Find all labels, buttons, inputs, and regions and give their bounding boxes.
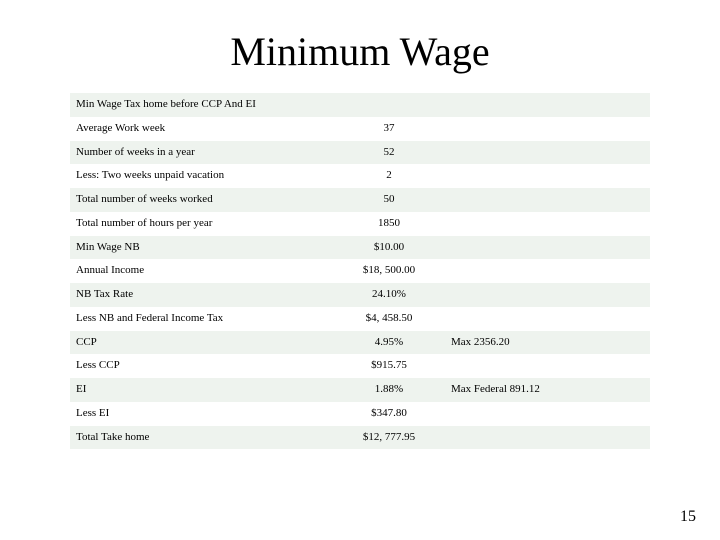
- row-value: $4, 458.50: [331, 307, 447, 331]
- table-row: Min Wage NB$10.00: [70, 236, 650, 260]
- row-blank: [563, 164, 650, 188]
- row-note: [447, 354, 563, 378]
- row-value: $10.00: [331, 236, 447, 260]
- row-value: $347.80: [331, 402, 447, 426]
- table-row: NB Tax Rate24.10%: [70, 283, 650, 307]
- row-label: Annual Income: [70, 259, 331, 283]
- row-note: [447, 307, 563, 331]
- table-row: Total Take home$12, 777.95: [70, 426, 650, 450]
- row-blank: [563, 212, 650, 236]
- row-note: [447, 164, 563, 188]
- row-note: [447, 426, 563, 450]
- row-value: $18, 500.00: [331, 259, 447, 283]
- row-note: [447, 283, 563, 307]
- row-note: [447, 212, 563, 236]
- table-row: Less: Two weeks unpaid vacation2: [70, 164, 650, 188]
- row-label: Total number of weeks worked: [70, 188, 331, 212]
- table-row: Min Wage Tax home before CCP And EI: [70, 93, 650, 117]
- wage-table: Min Wage Tax home before CCP And EIAvera…: [70, 93, 650, 449]
- table-row: EI1.88%Max Federal 891.12: [70, 378, 650, 402]
- row-value: 52: [331, 141, 447, 165]
- row-blank: [563, 236, 650, 260]
- slide-title: Minimum Wage: [60, 28, 660, 75]
- page-number: 15: [680, 508, 696, 526]
- wage-table-container: Min Wage Tax home before CCP And EIAvera…: [70, 93, 650, 449]
- table-row: Number of weeks in a year52: [70, 141, 650, 165]
- row-blank: [563, 378, 650, 402]
- row-blank: [563, 259, 650, 283]
- table-row: Average Work week37: [70, 117, 650, 141]
- row-blank: [563, 402, 650, 426]
- row-value: $12, 777.95: [331, 426, 447, 450]
- row-label: Less NB and Federal Income Tax: [70, 307, 331, 331]
- row-note: [447, 93, 563, 117]
- row-value: 1850: [331, 212, 447, 236]
- row-note: Max 2356.20: [447, 331, 563, 355]
- row-label: Total Take home: [70, 426, 331, 450]
- slide: Minimum Wage Min Wage Tax home before CC…: [0, 0, 720, 540]
- row-blank: [563, 141, 650, 165]
- row-value: 50: [331, 188, 447, 212]
- row-blank: [563, 283, 650, 307]
- row-label: EI: [70, 378, 331, 402]
- row-blank: [563, 93, 650, 117]
- row-value: 37: [331, 117, 447, 141]
- row-note: [447, 117, 563, 141]
- row-blank: [563, 117, 650, 141]
- table-row: Annual Income$18, 500.00: [70, 259, 650, 283]
- row-note: [447, 236, 563, 260]
- table-row: CCP4.95%Max 2356.20: [70, 331, 650, 355]
- row-label: Average Work week: [70, 117, 331, 141]
- row-value: 4.95%: [331, 331, 447, 355]
- row-note: [447, 141, 563, 165]
- table-row: Less NB and Federal Income Tax$4, 458.50: [70, 307, 650, 331]
- table-row: Total number of weeks worked50: [70, 188, 650, 212]
- row-label: Less EI: [70, 402, 331, 426]
- row-blank: [563, 307, 650, 331]
- table-row: Total number of hours per year1850: [70, 212, 650, 236]
- table-row: Less EI$347.80: [70, 402, 650, 426]
- row-label: NB Tax Rate: [70, 283, 331, 307]
- row-label: Less CCP: [70, 354, 331, 378]
- row-note: Max Federal 891.12: [447, 378, 563, 402]
- table-row: Less CCP$915.75: [70, 354, 650, 378]
- row-label: CCP: [70, 331, 331, 355]
- row-value: $915.75: [331, 354, 447, 378]
- row-label: Number of weeks in a year: [70, 141, 331, 165]
- row-note: [447, 259, 563, 283]
- row-label: Min Wage Tax home before CCP And EI: [70, 93, 331, 117]
- row-value: 24.10%: [331, 283, 447, 307]
- row-value: 1.88%: [331, 378, 447, 402]
- row-value: [331, 93, 447, 117]
- row-note: [447, 402, 563, 426]
- row-blank: [563, 188, 650, 212]
- row-value: 2: [331, 164, 447, 188]
- row-note: [447, 188, 563, 212]
- row-blank: [563, 331, 650, 355]
- row-label: Total number of hours per year: [70, 212, 331, 236]
- row-blank: [563, 426, 650, 450]
- row-blank: [563, 354, 650, 378]
- row-label: Min Wage NB: [70, 236, 331, 260]
- row-label: Less: Two weeks unpaid vacation: [70, 164, 331, 188]
